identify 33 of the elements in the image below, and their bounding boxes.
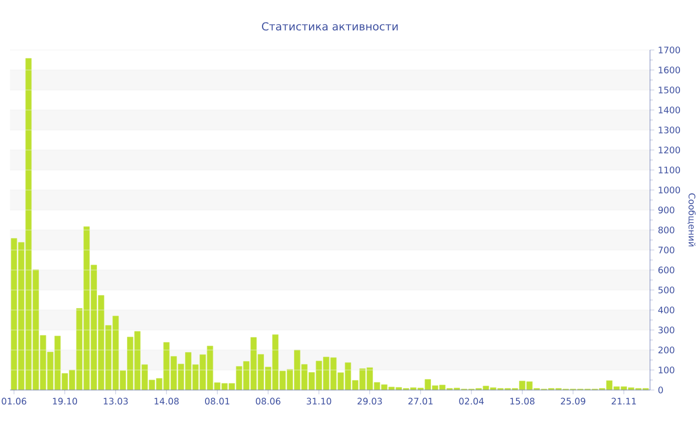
y-tick-label: 400: [658, 306, 674, 314]
y-tick-label: 1300: [658, 126, 680, 134]
y-tick-label: 300: [658, 326, 674, 334]
y-tick-label: 900: [658, 206, 674, 214]
x-tick-label: 14.08: [154, 398, 179, 405]
y-tick-label: 600: [658, 266, 674, 274]
x-tick-label: 27.01: [408, 398, 433, 405]
y-tick-label: 1000: [658, 186, 680, 194]
x-tick-label: 21.11: [612, 398, 636, 404]
x-tick-label: 08.01: [205, 398, 230, 405]
y-tick-label: 800: [658, 226, 674, 234]
x-tick-label: 25.09: [560, 398, 586, 405]
y-tick-label: 0: [658, 386, 663, 394]
y-tick-label: 1500: [658, 86, 680, 94]
y-tick-label: 200: [658, 346, 674, 354]
x-tick-label: 19.10: [52, 398, 78, 405]
y-tick-label: 1100: [658, 166, 680, 174]
x-tick-label: 29.03: [358, 398, 382, 405]
x-tick-label: 15.08: [510, 398, 534, 405]
x-tick-label: 13.03: [104, 398, 128, 405]
chart-title: Статистика активности: [262, 22, 398, 30]
y-tick-label: 1200: [658, 146, 680, 154]
x-tick-label: 01.06: [2, 398, 26, 405]
y-tick-label: 500: [658, 286, 674, 294]
y-axis-title: Сообщений: [687, 193, 696, 246]
y-tick-label: 1700: [658, 46, 680, 54]
x-tick-label: 08.06: [256, 398, 280, 405]
x-tick-label: 31.10: [306, 398, 332, 405]
y-tick-label: 1400: [658, 106, 680, 114]
y-tick-label: 700: [658, 246, 674, 254]
y-tick-label: 1600: [658, 66, 680, 74]
x-tick-label: 02.04: [459, 398, 484, 405]
y-tick-label: 100: [658, 366, 674, 374]
